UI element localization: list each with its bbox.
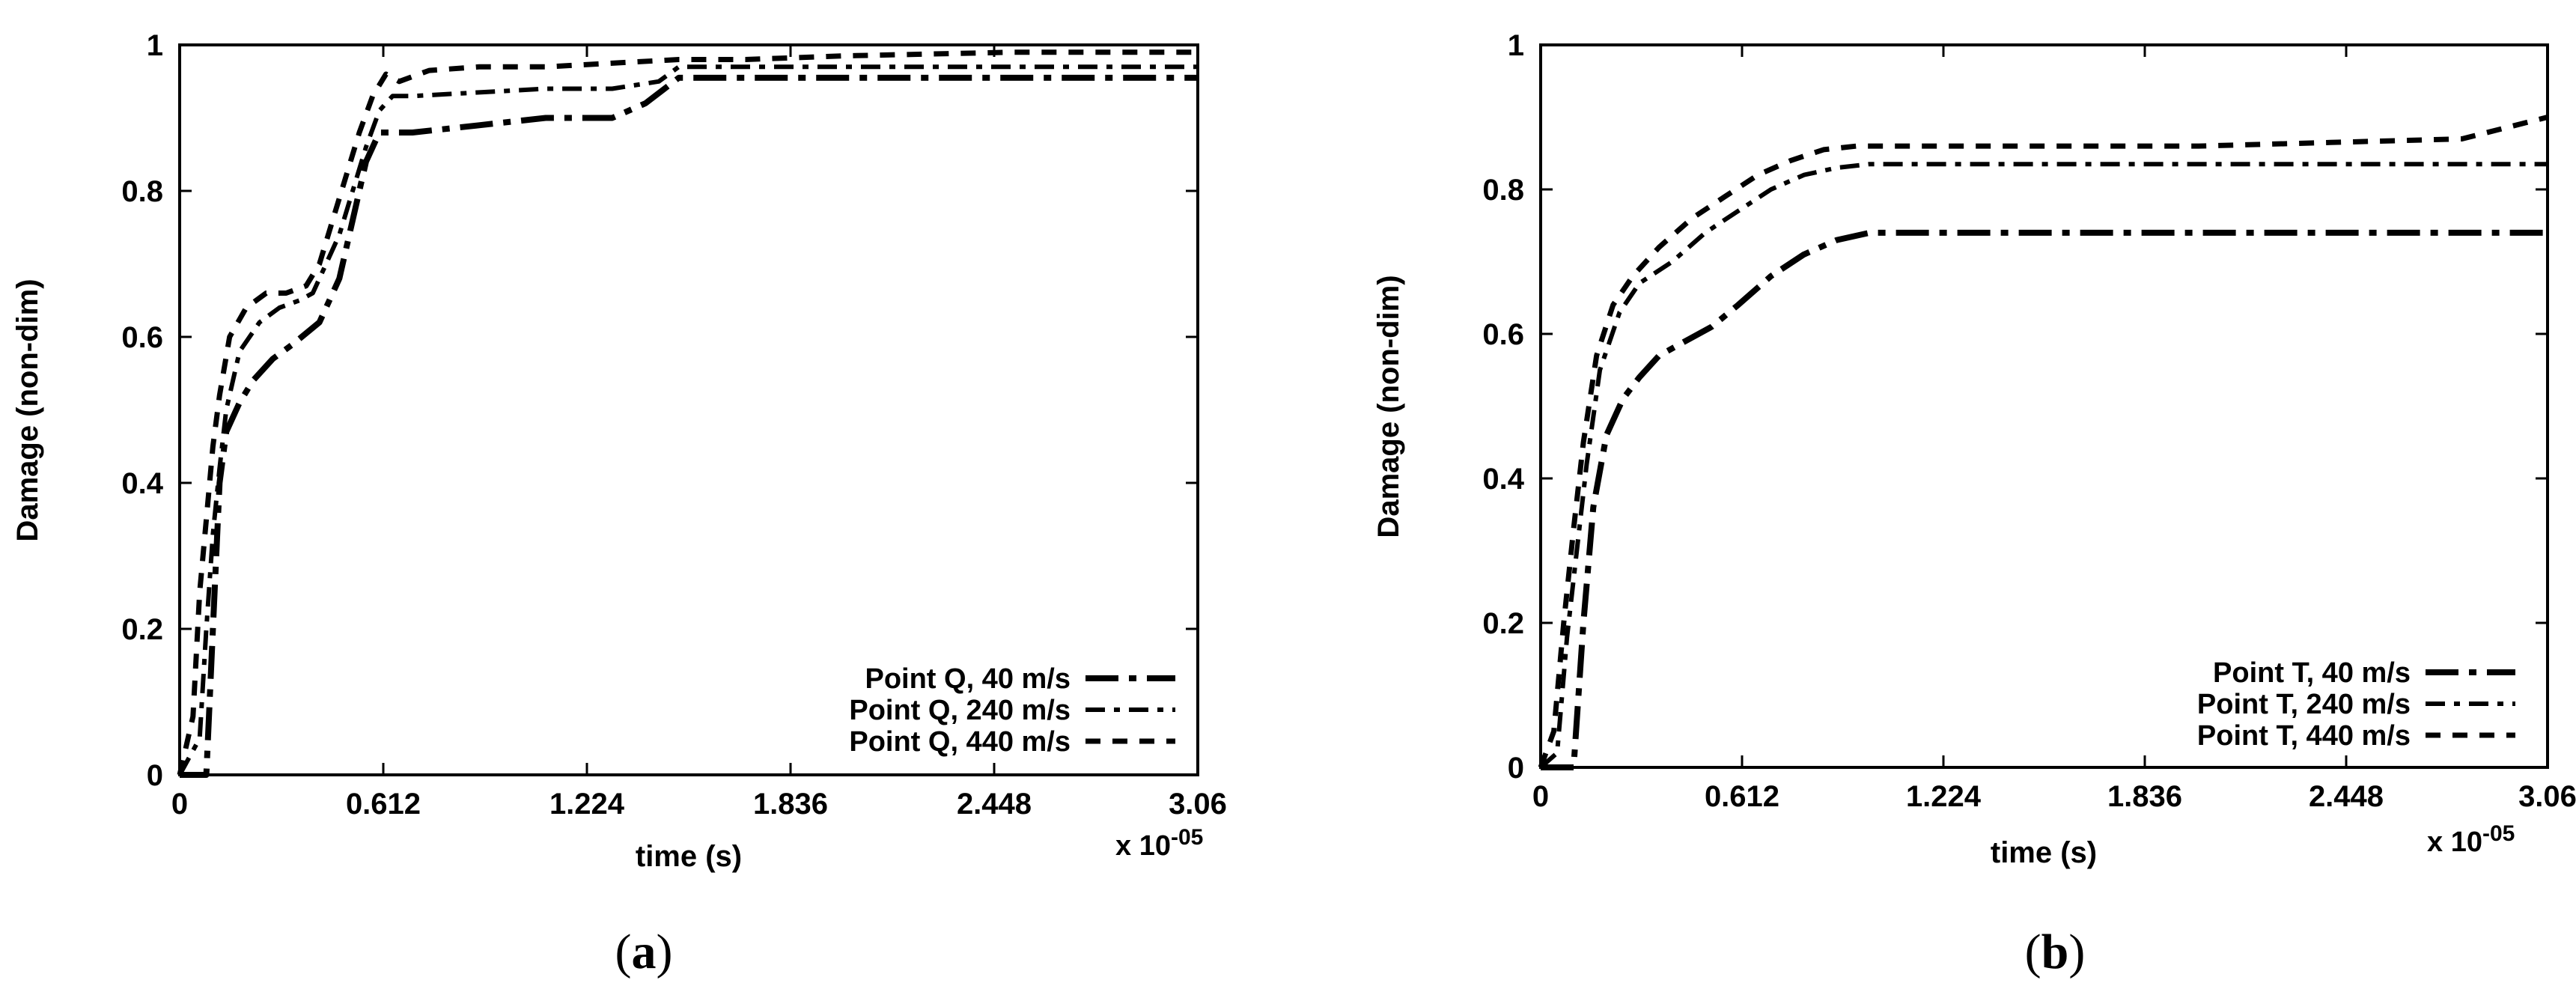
y-tick-label: 0.6 xyxy=(1482,318,1524,351)
x-tick-label: 0 xyxy=(171,788,188,821)
x-multiplier: x 10-05 xyxy=(2427,821,2515,858)
x-multiplier-exp: -05 xyxy=(1171,825,1203,850)
series-line-1 xyxy=(1541,229,2548,770)
legend-label: Point T, 240 m/s xyxy=(2197,689,2411,720)
y-axis-ticks: 0 0.2 0.4 0.6 0.8 1 xyxy=(121,29,1198,792)
y-axis-label: Damage (non-dim) xyxy=(11,279,44,541)
legend-label: Point T, 440 m/s xyxy=(2197,720,2411,752)
panel-label-a: a xyxy=(632,925,657,979)
plot-frame xyxy=(1539,43,2549,769)
series-line-1 xyxy=(180,74,1198,778)
y-tick-label: 0 xyxy=(147,759,163,792)
chart-panel-a: 0 0.2 0.4 0.6 0.8 1 0 0.612 1.224 1.836 2.448 3.06… xyxy=(11,29,1227,979)
y-tick-label: 1 xyxy=(147,29,163,62)
x-multiplier-exp: -05 xyxy=(2482,821,2515,846)
panel-label-b: b xyxy=(2041,925,2069,979)
y-axis-ticks: 0 0.2 0.4 0.6 0.8 1 xyxy=(1482,29,2548,785)
y-tick-label: 0.8 xyxy=(121,175,163,208)
x-axis-label: time (s) xyxy=(636,840,742,873)
series-line-3 xyxy=(1538,115,2548,769)
y-axis-label: Damage (non-dim) xyxy=(1372,275,1405,538)
x-tick-label: 3.06 xyxy=(1169,788,1227,821)
y-tick-label: 0.2 xyxy=(121,613,163,646)
x-multiplier-base: x 10 xyxy=(2427,827,2482,858)
x-tick-label: 2.448 xyxy=(2309,780,2384,813)
x-tick-label: 0 xyxy=(1532,780,1549,813)
legend-label: Point Q, 40 m/s xyxy=(865,663,1071,695)
y-tick-label: 0.4 xyxy=(121,467,163,500)
panel-caption-b: (b) xyxy=(2025,925,2086,979)
y-tick-label: 0.4 xyxy=(1482,463,1524,496)
x-axis-ticks: 0 0.612 1.224 1.836 2.448 3.06 xyxy=(171,45,1227,821)
legend-label: Point Q, 440 m/s xyxy=(849,726,1071,758)
x-tick-label: 1.224 xyxy=(1906,780,1982,813)
series-line-2 xyxy=(1539,162,2548,770)
series-lines xyxy=(177,49,1198,778)
x-tick-label: 3.06 xyxy=(2518,780,2576,813)
x-tick-label: 1.836 xyxy=(2107,780,2182,813)
chart-panel-b: 0 0.2 0.4 0.6 0.8 1 0 0.612 1.224 1.836 2.448 3.06… xyxy=(1372,29,2576,979)
x-tick-label: 1.224 xyxy=(549,788,625,821)
legend-label: Point Q, 240 m/s xyxy=(849,695,1071,726)
panel-caption-a: (a) xyxy=(615,925,673,979)
x-tick-label: 0.612 xyxy=(346,788,421,821)
plot-frame xyxy=(178,43,1199,776)
y-tick-label: 0 xyxy=(1508,752,1524,785)
x-tick-label: 0.612 xyxy=(1705,780,1779,813)
y-tick-label: 0.2 xyxy=(1482,607,1524,640)
x-multiplier-base: x 10 xyxy=(1115,830,1171,862)
series-line-3 xyxy=(177,49,1198,776)
x-axis-label: time (s) xyxy=(1991,836,2097,869)
legend-label: Point T, 40 m/s xyxy=(2213,657,2411,689)
y-tick-label: 0.8 xyxy=(1482,174,1524,207)
x-tick-label: 2.448 xyxy=(957,788,1032,821)
x-tick-label: 1.836 xyxy=(753,788,828,821)
x-multiplier: x 10-05 xyxy=(1115,825,1203,862)
y-tick-label: 0.6 xyxy=(121,321,163,354)
x-axis-ticks: 0 0.612 1.224 1.836 2.448 3.06 xyxy=(1532,45,2576,813)
series-line-2 xyxy=(177,64,1198,776)
y-tick-label: 1 xyxy=(1508,29,1524,62)
series-lines xyxy=(1538,115,2548,770)
